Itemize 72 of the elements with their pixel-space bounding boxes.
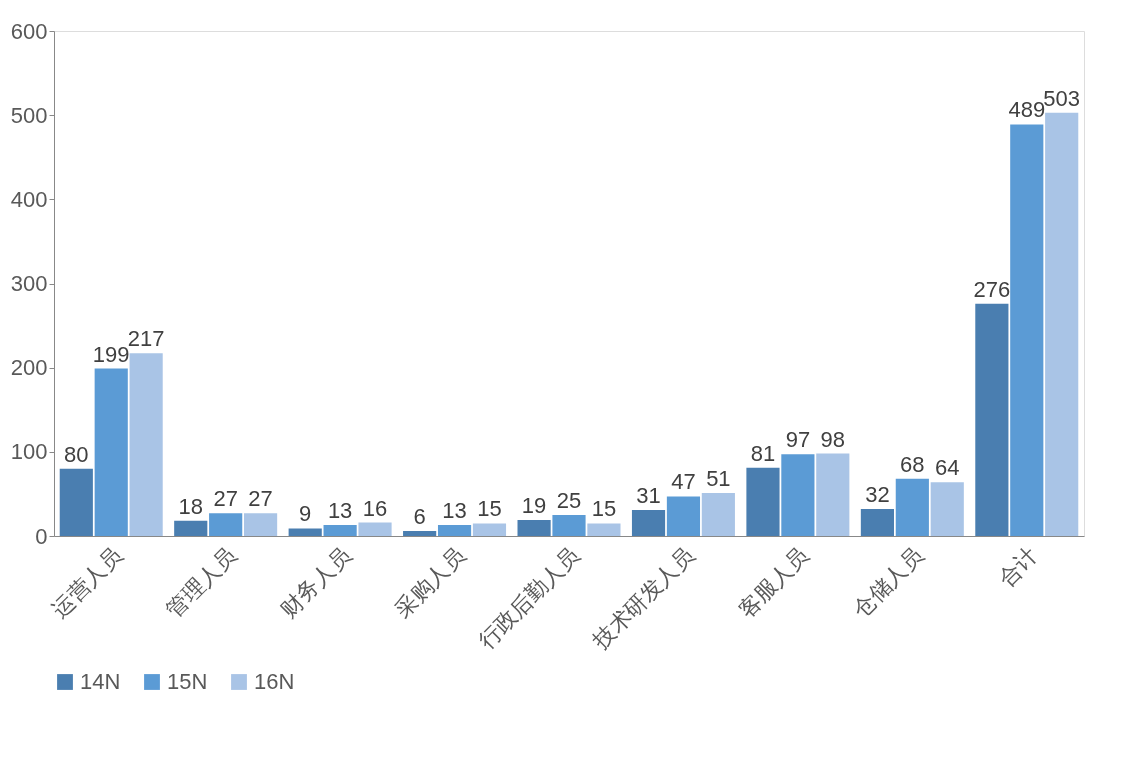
bar [701, 493, 735, 536]
data-label: 80 [64, 441, 89, 467]
bar [288, 528, 322, 536]
x-tick-label: 技术研发人员 [587, 542, 699, 655]
bar [94, 368, 128, 536]
bar [895, 478, 929, 536]
bar [587, 523, 621, 536]
data-label: 27 [248, 486, 273, 512]
bar [666, 496, 701, 536]
data-label: 25 [556, 487, 582, 513]
data-label: 13 [442, 498, 467, 524]
data-label: 15 [591, 496, 617, 522]
data-label: 217 [127, 326, 165, 352]
bar [975, 303, 1009, 536]
data-label: 27 [213, 486, 238, 512]
data-label: 47 [671, 469, 696, 495]
y-tick-label: 600 [10, 18, 48, 44]
bar [781, 454, 815, 536]
y-tick-label: 400 [10, 186, 48, 212]
bar [746, 467, 780, 536]
x-tick-label: 客服人员 [733, 542, 814, 623]
bar [174, 520, 208, 536]
x-tick-label: 采购人员 [390, 542, 471, 623]
bar [860, 509, 894, 536]
y-tick-label: 300 [10, 271, 48, 296]
bar [816, 453, 850, 536]
y-tick-label: 200 [10, 355, 48, 381]
bar [209, 513, 243, 536]
bar [472, 523, 507, 536]
bar [59, 468, 93, 536]
bar [403, 530, 437, 536]
data-label: 64 [935, 455, 960, 481]
data-label: 276 [973, 276, 1011, 302]
y-tick-label: 0 [35, 523, 48, 549]
data-label: 18 [178, 493, 203, 519]
bar [323, 525, 357, 536]
bar [517, 520, 551, 536]
x-tick-label: 管理人员 [161, 542, 242, 623]
data-label: 13 [327, 498, 353, 524]
data-label: 68 [900, 451, 925, 477]
data-label: 503 [1043, 85, 1081, 111]
data-label: 9 [299, 501, 312, 527]
x-tick-label: 合计 [993, 542, 1043, 592]
x-tick-label: 运营人员 [46, 542, 127, 623]
bar [358, 522, 392, 536]
bar [930, 482, 964, 536]
data-label: 97 [785, 427, 811, 453]
bar [437, 525, 472, 536]
data-label: 31 [636, 482, 661, 508]
x-tick-label: 仓储人员 [847, 542, 928, 623]
bar [631, 509, 666, 536]
y-tick-label: 500 [10, 102, 48, 128]
bar [1045, 112, 1079, 536]
data-label: 81 [750, 440, 776, 466]
data-label: 19 [521, 493, 547, 519]
data-label: 6 [413, 503, 426, 529]
bar [552, 514, 586, 536]
x-tick-label: 行政后勤人员 [473, 542, 585, 654]
bar [129, 353, 163, 536]
bar [1010, 124, 1044, 536]
data-label: 98 [820, 426, 846, 452]
data-label: 32 [865, 482, 890, 508]
legend-label: 15N [167, 669, 208, 694]
x-tick-label: 财务人员 [275, 542, 356, 623]
legend-label: 14N [80, 669, 121, 694]
bar [244, 513, 278, 536]
data-label: 16 [362, 495, 388, 521]
data-label: 15 [477, 496, 502, 522]
data-label: 51 [706, 466, 731, 492]
y-tick-label: 100 [10, 439, 48, 465]
data-label: 199 [92, 341, 130, 367]
legend-label: 16N [254, 669, 295, 694]
